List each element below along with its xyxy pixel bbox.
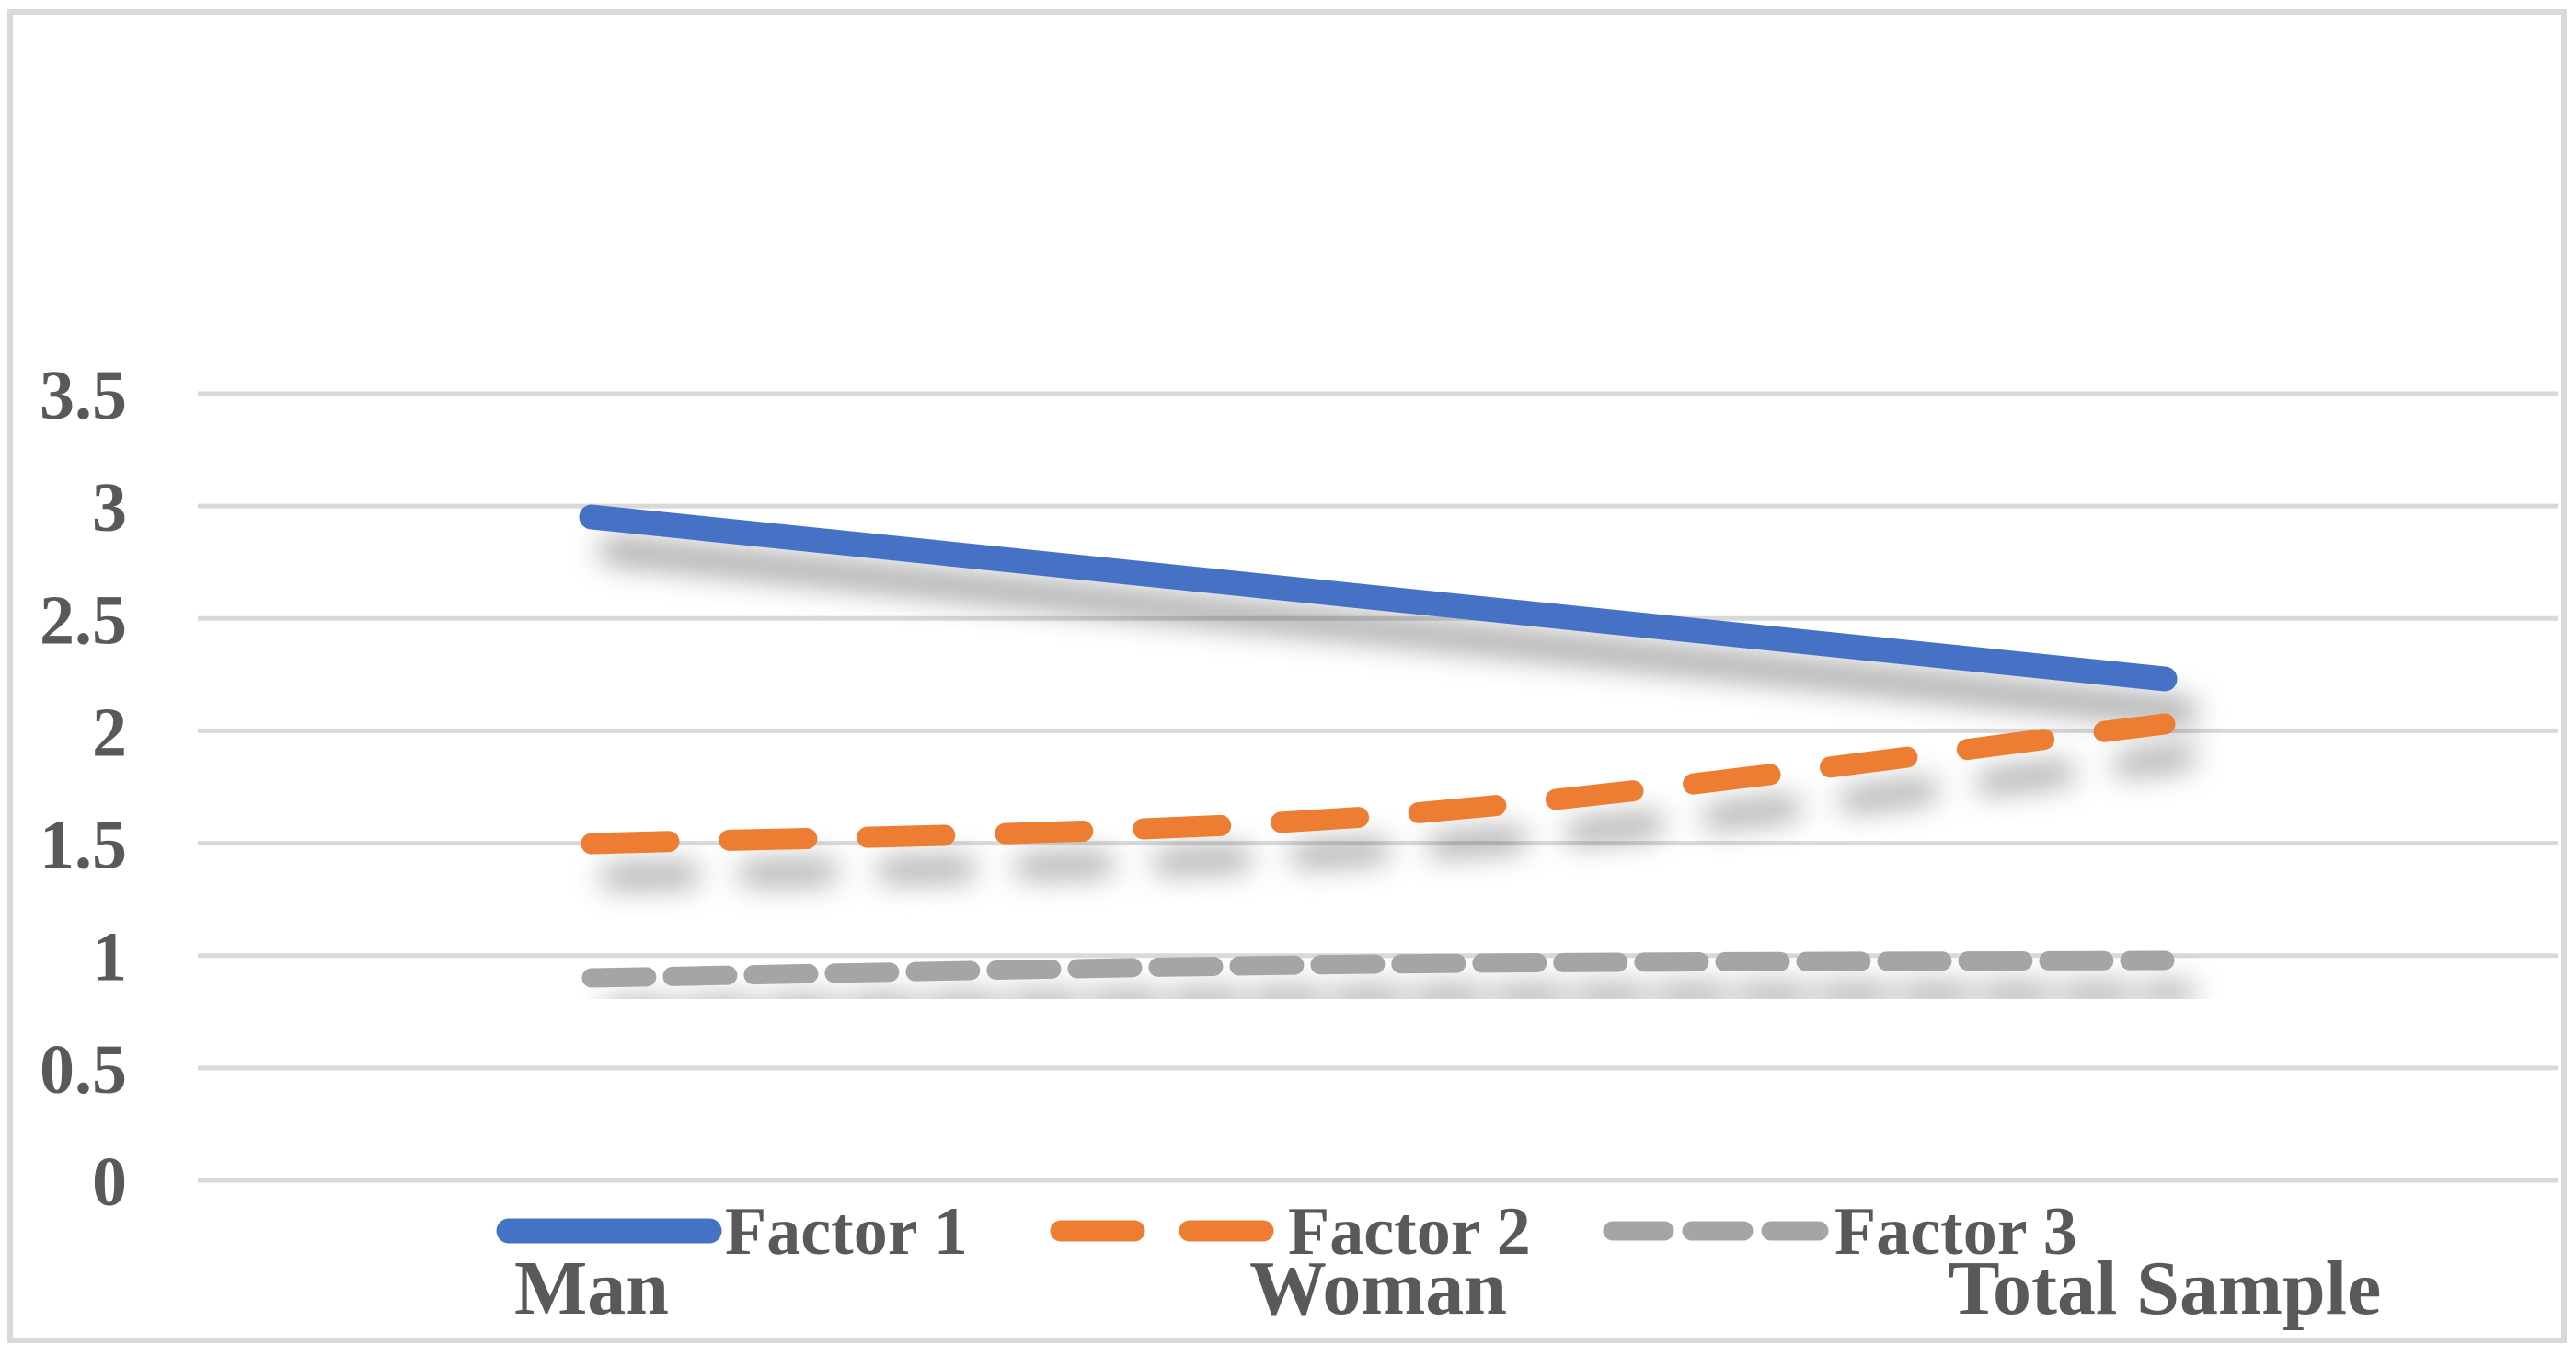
figure-border (7, 9, 2567, 1343)
series-line-factor-3 (581, 950, 2175, 988)
y-tick-label-3-5: 3.5 (40, 357, 127, 434)
y-tick-label-0-5: 0.5 (40, 1031, 127, 1109)
series-lines (579, 504, 2178, 988)
series-line-factor-1 (579, 504, 2178, 692)
x-axis-label-man: Man (514, 1246, 669, 1331)
legend-item-factor-2: Factor 2 (1050, 1194, 1531, 1270)
x-axis-label-woman: Woman (1249, 1246, 1507, 1331)
legend-label-factor-1: Factor 1 (725, 1194, 968, 1270)
legend: Factor 1 Factor 2 Factor 3 (496, 1194, 2077, 1270)
x-axis-labels: Man Woman Total Sample (514, 1246, 2381, 1331)
y-tick-label-0: 0 (92, 1143, 127, 1221)
series-line-factor-2 (581, 713, 2176, 855)
y-tick-label-2-5: 2.5 (40, 581, 127, 659)
y-tick-label-1: 1 (92, 919, 127, 996)
y-tick-label-3: 3 (92, 469, 127, 546)
legend-label-factor-3: Factor 3 (1834, 1194, 2077, 1270)
legend-item-factor-1: Factor 1 (496, 1194, 968, 1270)
y-tick-label-2: 2 (92, 694, 127, 771)
y-tick-label-1-5: 1.5 (40, 807, 127, 884)
x-axis-label-total-sample: Total Sample (1949, 1246, 2382, 1331)
legend-label-factor-2: Factor 2 (1288, 1194, 1531, 1270)
y-axis-tick-labels: 0 0.5 1 1.5 2 2.5 3 3.5 (40, 357, 127, 1221)
legend-item-factor-3: Factor 3 (1603, 1194, 2077, 1270)
